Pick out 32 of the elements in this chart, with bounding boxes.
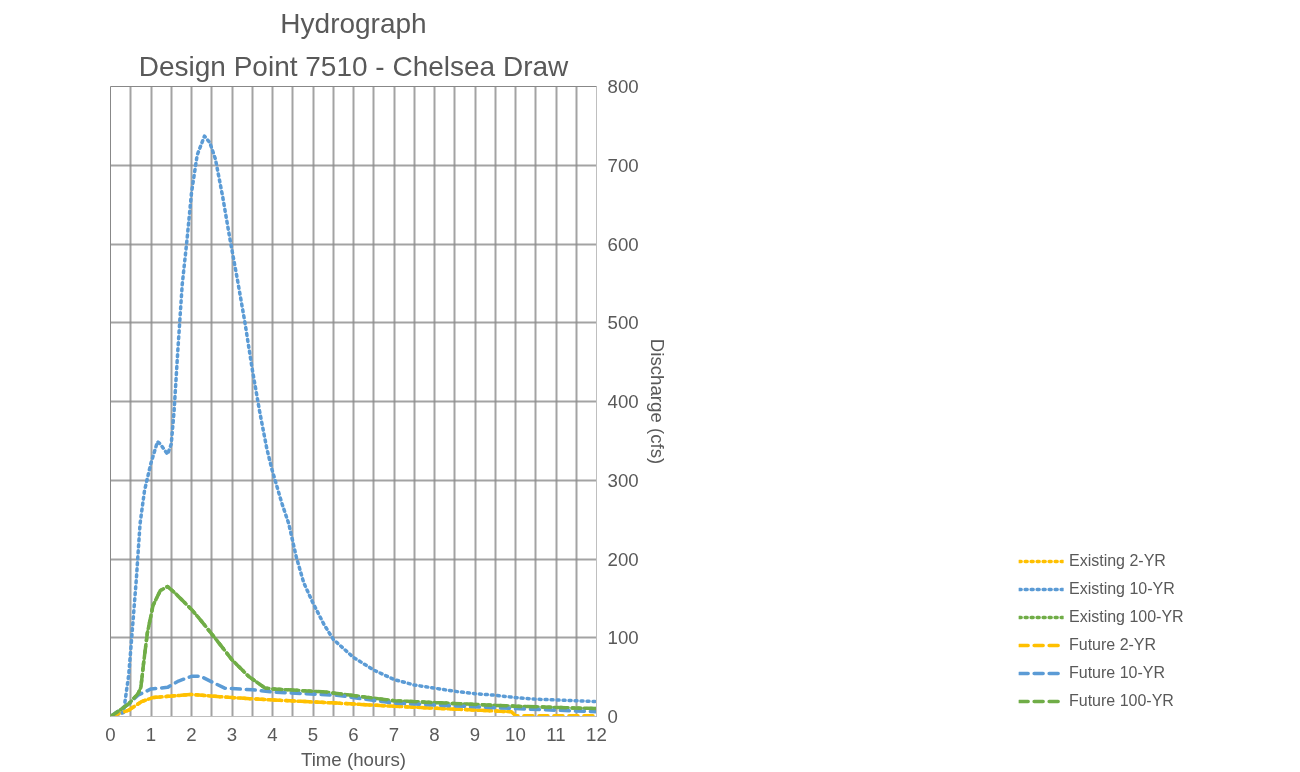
x-tick-label: 1: [145, 723, 157, 745]
x-tick-label: 6: [348, 723, 359, 745]
x-tick-label: 7: [388, 723, 400, 745]
y-tick-label: 200: [607, 548, 639, 570]
y-tick-label: 600: [607, 233, 639, 255]
x-tick-label: 4: [267, 723, 278, 745]
y-tick-label: 0: [607, 706, 618, 727]
y-axis-title: Discharge (cfs): [646, 338, 668, 465]
chart-title: Hydrograph: [280, 7, 427, 39]
x-tick-label: 8: [429, 723, 440, 745]
x-tick-label: 10: [505, 723, 526, 745]
x-tick-label: 9: [469, 723, 481, 745]
y-tick-label: 100: [607, 627, 639, 649]
x-tick-label: 3: [226, 723, 238, 745]
y-tick-label: 500: [607, 312, 639, 334]
x-tick-label: 2: [186, 723, 197, 745]
legend-label: Existing 100-YR: [1068, 608, 1184, 626]
chart-subtitle: Design Point 7510 - Chelsea Draw: [138, 50, 570, 82]
x-tick-label: 12: [586, 723, 607, 745]
x-tick-label: 0: [105, 723, 116, 745]
legend-label: Existing 10-YR: [1068, 580, 1175, 598]
legend-label: Future 100-YR: [1068, 692, 1174, 710]
x-axis-title: Time (hours): [300, 748, 407, 770]
x-tick-label: 5: [307, 723, 319, 745]
y-tick-label: 800: [607, 76, 639, 97]
x-tick-label: 11: [546, 723, 566, 745]
legend-label: Future 10-YR: [1068, 664, 1165, 682]
legend-label: Existing 2-YR: [1068, 552, 1166, 570]
legend-label: Future 2-YR: [1068, 636, 1157, 654]
y-tick-label: 300: [607, 469, 639, 491]
y-tick-label: 700: [607, 154, 639, 176]
y-tick-label: 400: [607, 391, 639, 412]
